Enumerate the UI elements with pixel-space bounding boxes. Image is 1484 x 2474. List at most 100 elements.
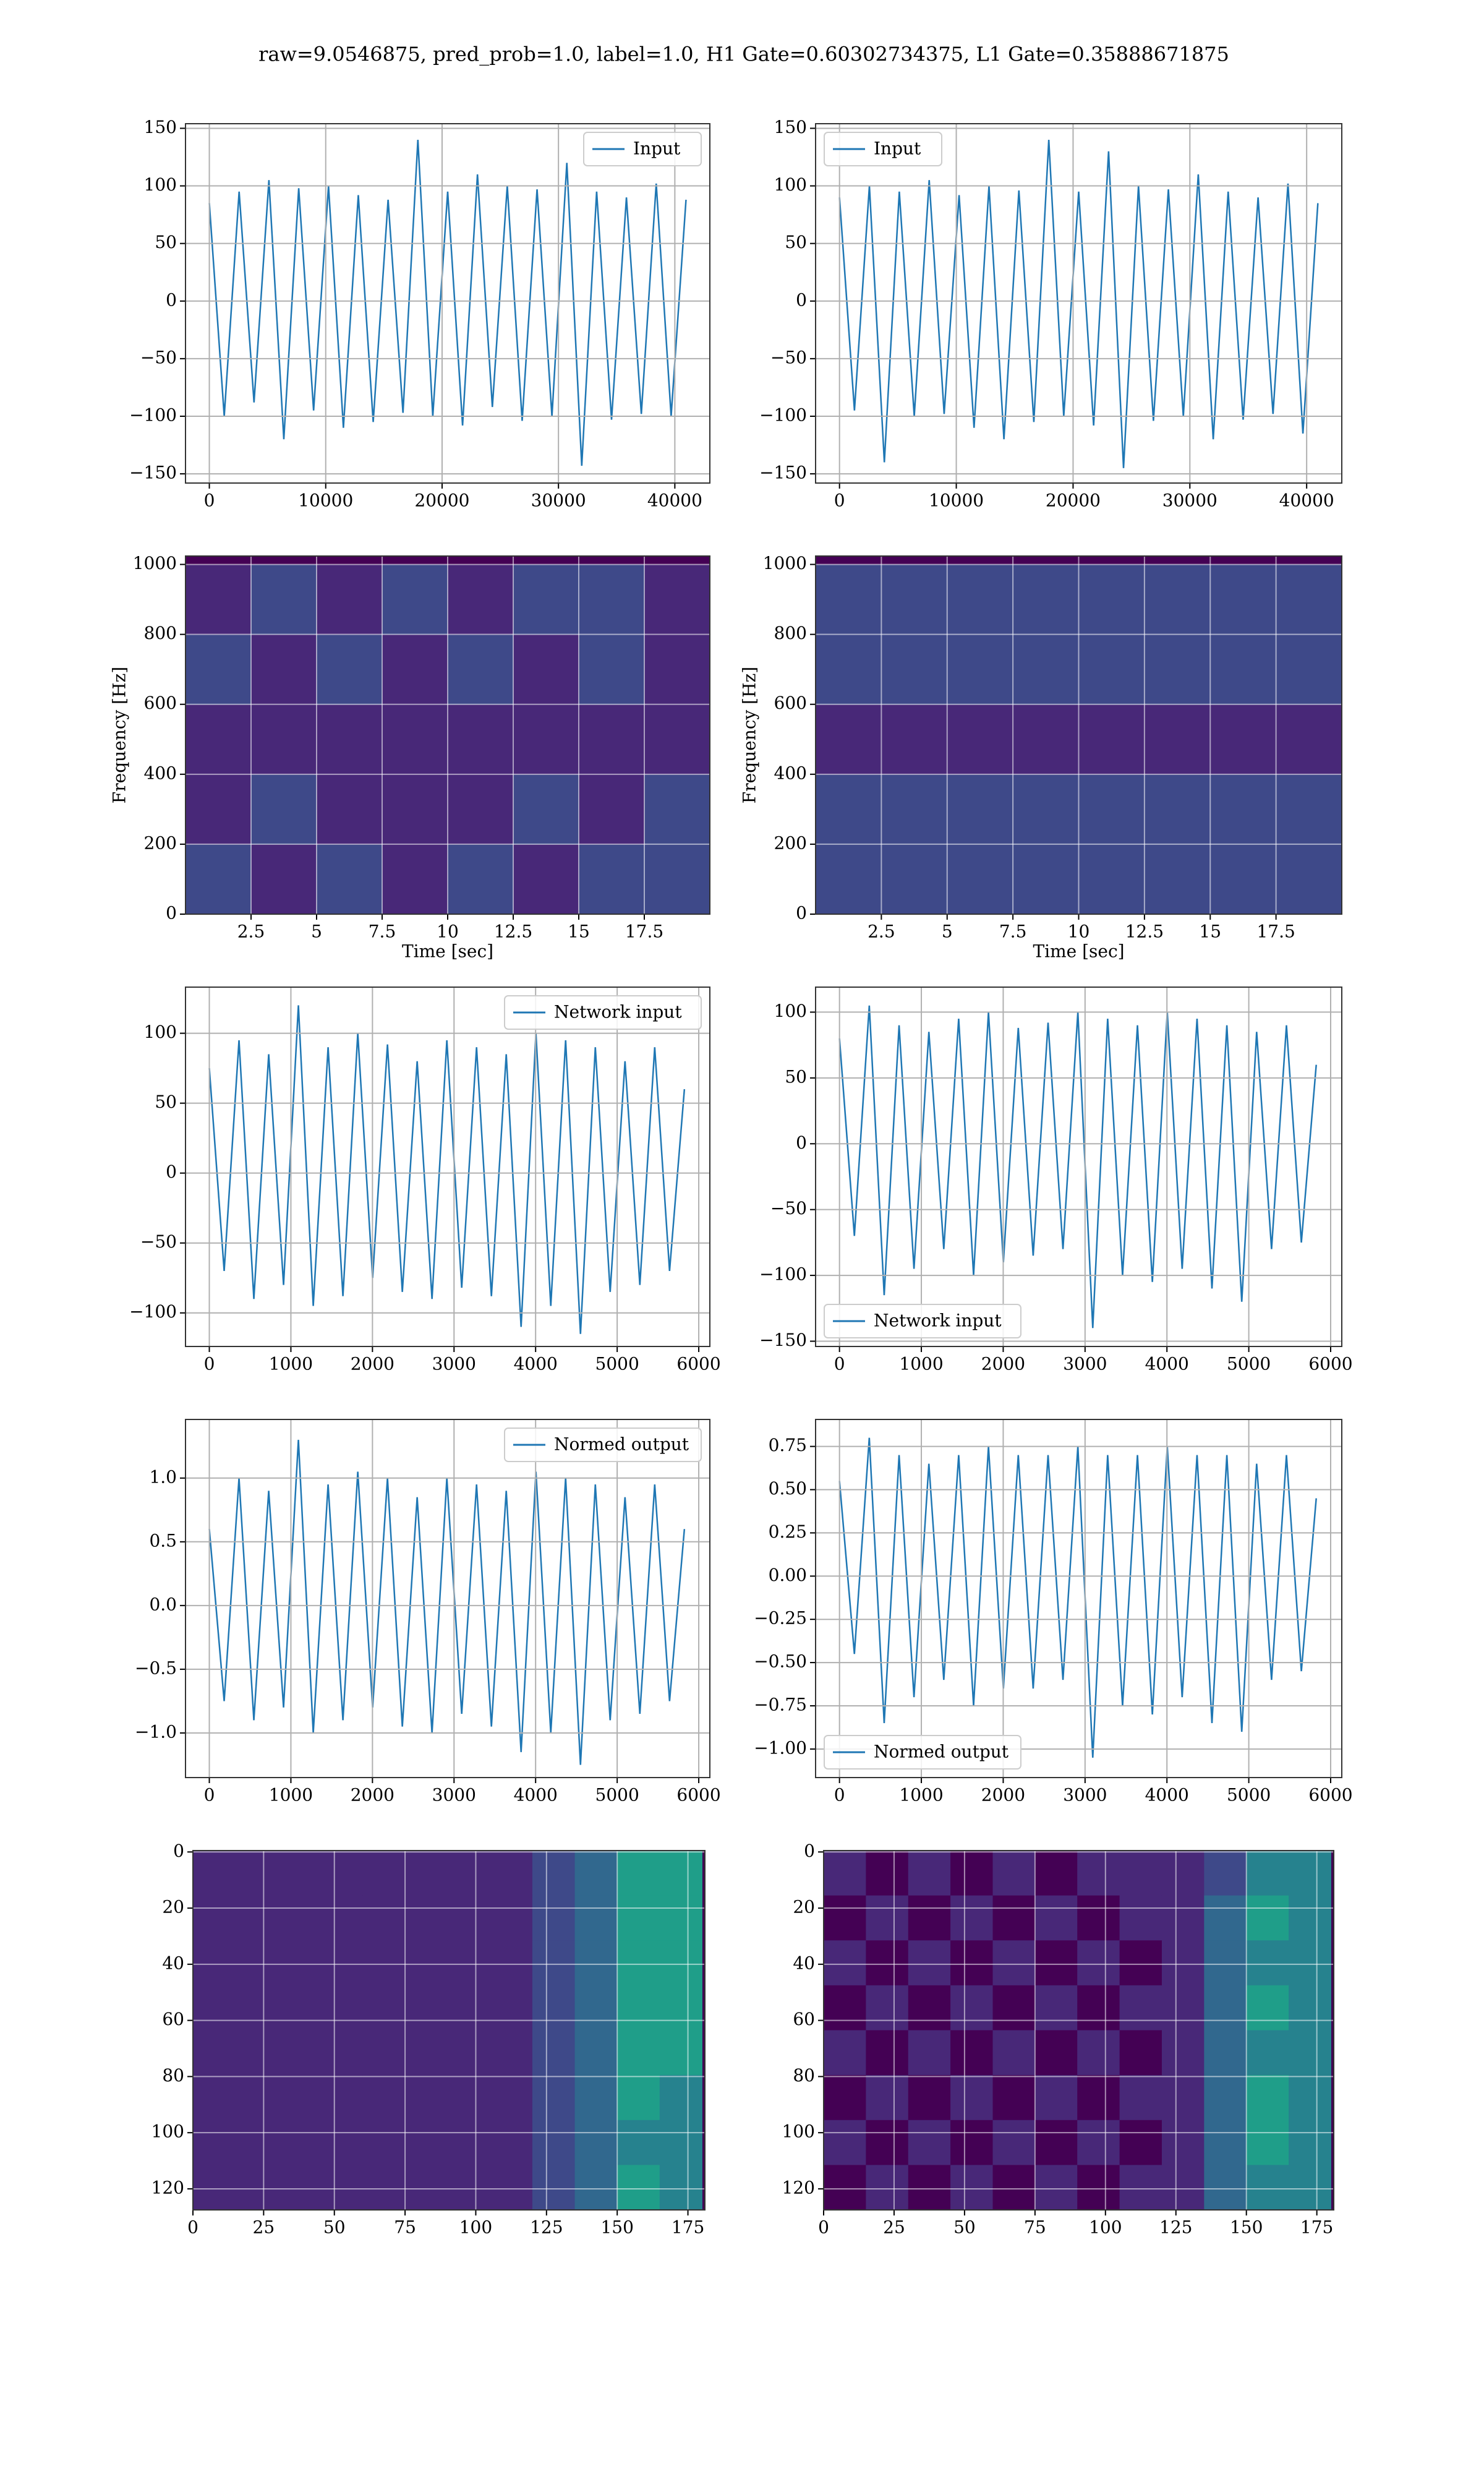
heatmap-cell: [1034, 1895, 1078, 1941]
heatmap-cell: [947, 774, 1013, 845]
x-tick-label: 175: [1300, 2217, 1333, 2238]
heatmap-cell: [1161, 1940, 1205, 1986]
heatmap-cell: [1078, 564, 1145, 635]
heatmap-cell: [1161, 2120, 1205, 2165]
heatmap-cell: [317, 704, 383, 775]
heatmap-cell: [405, 2030, 448, 2076]
heatmap-cell: [1119, 1851, 1162, 1896]
legend-box: [504, 995, 702, 1030]
heatmap-cell: [320, 2120, 363, 2165]
y-tick-label: 100: [774, 1001, 807, 1021]
heatmap-cell: [574, 1895, 618, 1941]
y-tick-label: 0: [796, 289, 807, 310]
heatmap-cell: [947, 564, 1013, 635]
y-tick-label: 0.50: [769, 1478, 807, 1499]
heatmap-cell: [1034, 1851, 1078, 1896]
heatmap-cell: [824, 1940, 866, 1986]
y-tick-label: 80: [793, 2065, 815, 2086]
heatmap-cell: [251, 844, 317, 914]
x-axis-label: Time [sec]: [1033, 941, 1124, 962]
heatmap-cell: [908, 1940, 951, 1986]
heatmap-cell: [193, 2165, 236, 2210]
x-axis-label: Time [sec]: [402, 941, 493, 962]
heatmap-cell: [382, 634, 448, 705]
heatmap-cell: [1034, 2165, 1078, 2210]
heatmap-cell: [1161, 2030, 1205, 2076]
heatmap-cell: [382, 564, 448, 635]
heatmap-cell: [644, 564, 710, 635]
heatmap-cell: [320, 1940, 363, 1986]
y-tick-label: 100: [782, 2121, 815, 2142]
axes-frame: [185, 1419, 710, 1778]
heatmap-cell: [992, 2075, 1036, 2121]
heatmap-cell: [1246, 1940, 1289, 1986]
y-tick-label: 20: [162, 1897, 184, 1917]
heatmap-cell: [1246, 2075, 1289, 2121]
heatmap-cell: [617, 2030, 660, 2076]
axes-frame: [815, 123, 1342, 484]
x-tick-label: 0: [834, 1785, 845, 1805]
heatmap-cell: [950, 2075, 993, 2121]
legend-label: Network input: [874, 1311, 1002, 1331]
heatmap-cell: [1119, 2120, 1162, 2165]
x-tick-label: 25: [253, 2217, 275, 2238]
subplot: 0 1000 2000 3000 4000 5000 6000 −100 −50 0 50 100 Ne…: [129, 987, 721, 1374]
heatmap-cell: [1204, 1895, 1247, 1941]
y-tick-label: 400: [774, 763, 807, 783]
x-tick-label: 3000: [432, 1354, 476, 1374]
heatmap-cell: [644, 774, 710, 845]
heatmap-cell: [1161, 2165, 1205, 2210]
y-tick-label: −100: [759, 1264, 807, 1285]
y-tick-label: 1000: [133, 553, 177, 573]
heatmap-cell: [447, 2165, 490, 2210]
x-tick-label: 50: [323, 2217, 346, 2238]
heatmap-cell: [251, 634, 317, 705]
y-tick-label: 0: [166, 903, 177, 923]
x-tick-label: 10000: [298, 490, 353, 511]
heatmap-cell: [617, 2120, 660, 2165]
y-tick-label: 200: [774, 833, 807, 853]
heatmap-cell: [659, 2120, 702, 2165]
x-tick-label: 20000: [1046, 490, 1101, 511]
heatmap-cell: [490, 1895, 533, 1941]
heatmap-cell: [251, 704, 317, 775]
heatmap-cell: [193, 2030, 236, 2076]
heatmap-cell: [382, 704, 448, 775]
heatmap-cell: [659, 2165, 702, 2210]
heatmap-cell: [617, 1851, 660, 1896]
axes-frame: [815, 555, 1342, 915]
heatmap-cell: [1077, 2120, 1120, 2165]
heatmap-cell: [579, 634, 645, 705]
axes-background: [186, 124, 710, 483]
plot-area: [816, 1419, 1342, 1778]
x-tick-label: 2.5: [868, 922, 895, 942]
x-tick-label: 75: [394, 2217, 416, 2238]
heatmap-cell: [235, 2120, 278, 2165]
y-tick-label: 40: [162, 1953, 184, 1973]
heatmap-cell: [320, 2075, 363, 2121]
heatmap-cell: [1013, 774, 1079, 845]
heatmap-cell: [866, 2075, 909, 2121]
heatmap-cell: [447, 1851, 490, 1896]
y-tick-label: −1.00: [754, 1737, 807, 1758]
x-tick-label: 12.5: [494, 922, 532, 942]
x-tick-label: 40000: [1279, 490, 1334, 511]
x-tick-label: 75: [1024, 2217, 1046, 2238]
heatmap-cell: [816, 774, 882, 845]
heatmap-cell: [1289, 1851, 1331, 1896]
heatmap-cell: [235, 1851, 278, 1896]
heatmap-cell: [490, 2120, 533, 2165]
heatmap-cell: [1210, 774, 1277, 845]
heatmap-cell: [579, 774, 645, 845]
x-tick-label: 2000: [981, 1785, 1025, 1805]
heatmap-cell: [513, 844, 579, 914]
heatmap-cell: [816, 844, 882, 914]
heatmap-cell: [1013, 704, 1079, 775]
legend-label: Input: [633, 139, 681, 159]
subplot: 0 25 50 75 100 125 150 175 0 20 40 60 80 100 120: [151, 1841, 706, 2238]
heatmap-cell: [320, 1985, 363, 2031]
x-tick-label: 2000: [981, 1354, 1025, 1374]
y-tick-label: −150: [759, 1330, 807, 1350]
heatmap-cell: [362, 1940, 406, 1986]
heatmap-cell: [1161, 2075, 1205, 2121]
